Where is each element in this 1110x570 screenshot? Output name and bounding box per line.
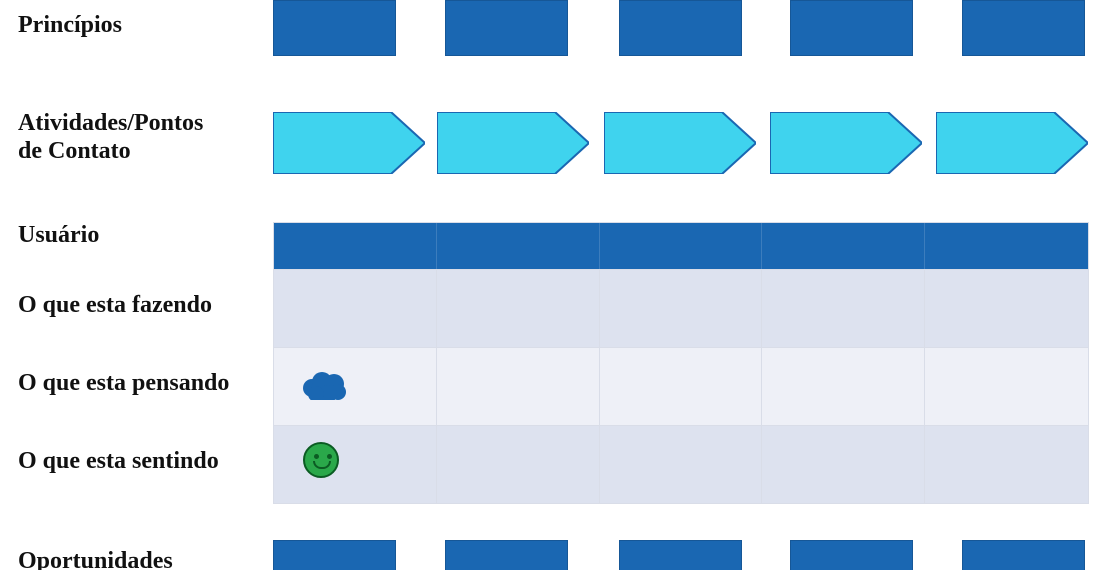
journey-cell [925,425,1088,503]
thought-cloud-icon [302,370,346,400]
journey-cell [762,347,925,425]
journey-cell [274,347,437,425]
journey-cell [274,425,437,503]
journey-header-cell [600,223,763,269]
oportunidade-box-2 [445,540,568,570]
atividade-arrow-2 [437,112,589,174]
journey-cell [437,425,600,503]
atividade-arrow-3 [604,112,756,174]
principio-box-2 [445,0,568,56]
journey-cell [925,347,1088,425]
journey-cell [762,425,925,503]
principio-box-1 [273,0,396,56]
principio-box-3 [619,0,742,56]
atividade-arrow-4 [770,112,922,174]
journey-row [274,425,1088,503]
principios-label: Princípios [18,12,122,40]
atividades-label: Atividades/Pontos de Contato [18,110,203,165]
journey-header-cell [925,223,1088,269]
journey-header-cell [274,223,437,269]
journey-row [274,347,1088,425]
smiley-icon [303,442,339,478]
oportunidades-label: Oportunidades [18,548,173,570]
journey-header-cell [762,223,925,269]
sentindo-label: O que esta sentindo [18,448,219,476]
journey-table [273,222,1089,504]
journey-cell [274,269,437,347]
journey-header-cell [437,223,600,269]
oportunidade-box-3 [619,540,742,570]
journey-cell [437,347,600,425]
journey-cell [600,269,763,347]
principio-box-4 [790,0,913,56]
journey-cell [762,269,925,347]
oportunidade-box-5 [962,540,1085,570]
journey-cell [437,269,600,347]
journey-row [274,269,1088,347]
usuario-label: Usuário [18,222,99,250]
principio-box-5 [962,0,1085,56]
journey-cell [600,425,763,503]
fazendo-label: O que esta fazendo [18,292,212,320]
pensando-label: O que esta pensando [18,370,229,398]
journey-cell [925,269,1088,347]
oportunidade-box-4 [790,540,913,570]
atividade-arrow-1 [273,112,425,174]
journey-cell [600,347,763,425]
journey-table-header [274,223,1088,269]
atividade-arrow-5 [936,112,1088,174]
oportunidade-box-1 [273,540,396,570]
